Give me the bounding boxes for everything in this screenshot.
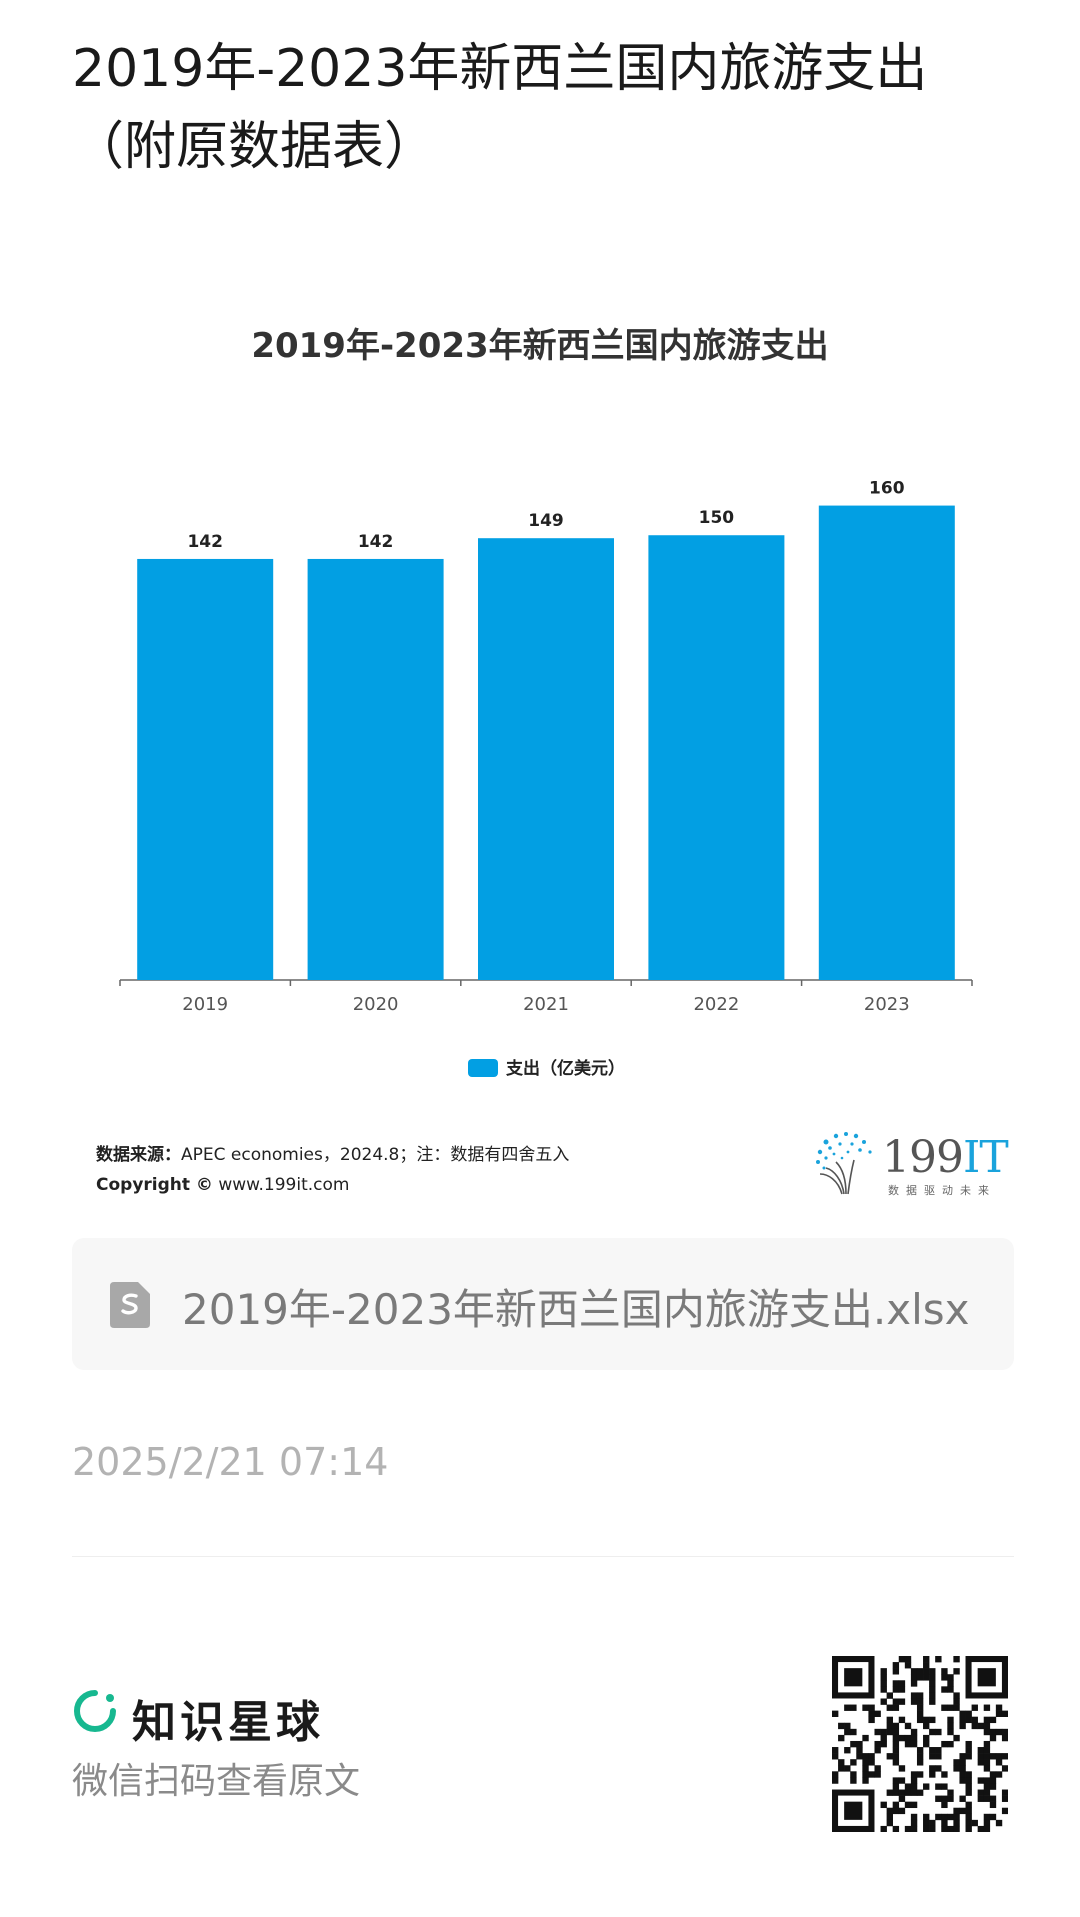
legend-swatch <box>468 1059 498 1077</box>
data-label-2022: 150 <box>699 508 735 528</box>
spreadsheet-file-icon <box>110 1282 150 1328</box>
x-tick-label-2019: 2019 <box>182 994 228 1015</box>
copyright-label: Copyright © <box>96 1175 213 1195</box>
attachment-card[interactable]: 2019年-2023年新西兰国内旅游支出.xlsx <box>72 1238 1014 1370</box>
bar-chart: 142 2019 142 2020 149 2021 150 2022 160 2023 支出（亿美… <box>119 479 973 1079</box>
bar-2019 <box>137 558 274 980</box>
bar-2020 <box>307 558 444 980</box>
x-tick-label-2020: 2020 <box>353 994 399 1015</box>
source-text: APEC economies，2024.8；注：数据有四舍五入 <box>181 1145 570 1165</box>
brand-logo: 199IT 数据驱动未来 <box>812 1128 1009 1198</box>
x-tick-label-2023: 2023 <box>864 994 910 1015</box>
dandelion-icon <box>816 1132 872 1195</box>
copyright-url: www.199it.com <box>218 1175 350 1195</box>
chart-card: 142 2019 142 2020 149 2021 150 2022 160 2023 支出（亿美… <box>72 290 1008 1210</box>
page-title: 2019年-2023年新西兰国内旅游支出（附原数据表） <box>72 39 928 177</box>
brand-slogan: 数据驱动未来 <box>888 1184 996 1197</box>
footer-brand-name: 知识星球 <box>132 1697 324 1748</box>
scan-hint: 微信扫码查看原文 <box>72 1761 361 1802</box>
data-label-2021: 149 <box>528 511 564 531</box>
data-label-2019: 142 <box>187 532 223 552</box>
data-label-2020: 142 <box>358 532 394 552</box>
brand-logo-text: 199IT <box>882 1132 1009 1183</box>
divider <box>72 1556 1014 1557</box>
data-label-2023: 160 <box>869 479 905 499</box>
source-note: 数据来源：APEC economies，2024.8；注：数据有四舍五入 Cop… <box>96 1140 569 1200</box>
legend-label: 支出（亿美元） <box>506 1058 625 1079</box>
chart-title: 2019年-2023年新西兰国内旅游支出 <box>251 326 829 366</box>
bar-2021 <box>478 538 614 980</box>
attachment-file-name: 2019年-2023年新西兰国内旅游支出.xlsx <box>182 1285 970 1334</box>
x-tick-label-2021: 2021 <box>523 994 569 1015</box>
copyright-line: Copyright © www.199it.com <box>96 1170 569 1200</box>
source-line: 数据来源：APEC economies，2024.8；注：数据有四舍五入 <box>96 1140 569 1170</box>
bar-2022 <box>648 535 785 980</box>
planet-ring-icon <box>74 1690 116 1732</box>
x-tick-label-2022: 2022 <box>693 994 739 1015</box>
bar-2023 <box>818 505 955 980</box>
source-label: 数据来源： <box>96 1145 181 1165</box>
publish-timestamp: 2025/2/21 07:14 <box>72 1440 389 1484</box>
qr-code-icon[interactable] <box>832 1656 1008 1832</box>
